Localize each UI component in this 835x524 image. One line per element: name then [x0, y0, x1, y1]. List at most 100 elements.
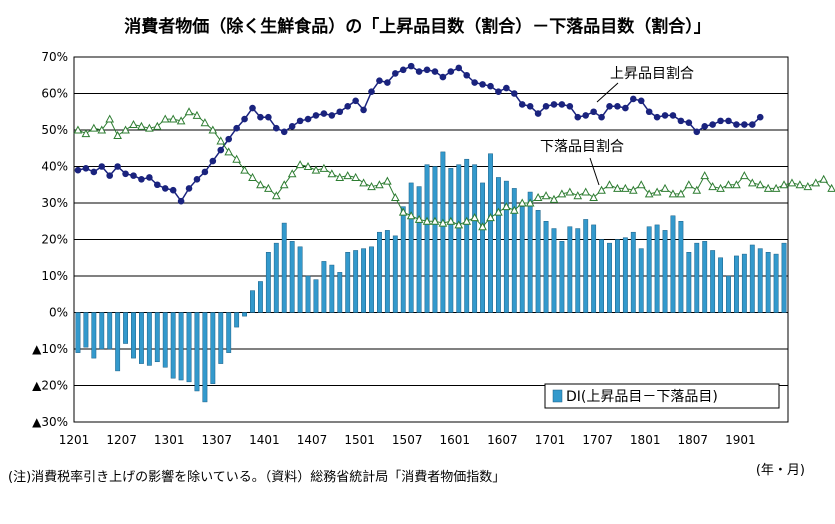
fall-point [811, 178, 821, 187]
di-bar [281, 222, 287, 313]
di-bar [400, 206, 406, 313]
fall-point [740, 171, 749, 180]
rise-point [582, 112, 589, 119]
di-bar [432, 166, 438, 313]
di-bar [250, 290, 255, 313]
x-tick-label: 1807 [678, 433, 709, 447]
di-bar [726, 275, 731, 313]
rise-point [439, 73, 447, 81]
y-tick-label: ▲30% [32, 415, 68, 429]
di-bar [305, 275, 311, 313]
fall-point [747, 178, 757, 187]
di-bar [773, 253, 779, 313]
rise-point [542, 102, 550, 110]
di-bar [575, 228, 581, 313]
fall-point [732, 180, 741, 189]
di-bar [519, 206, 525, 313]
rise-point [717, 117, 724, 125]
di-bar [734, 255, 739, 313]
fall-point [597, 185, 606, 194]
rise-point [209, 157, 217, 165]
fall-point [525, 198, 535, 207]
x-tick-label: 1207 [106, 433, 137, 447]
fall-point [224, 147, 234, 156]
rise-point [368, 88, 375, 95]
fall-point [660, 183, 670, 192]
fall-point [795, 180, 805, 189]
di-bar [186, 312, 192, 383]
y-tick-label: 0% [49, 306, 68, 320]
fall-point [137, 121, 146, 130]
fall-point [264, 183, 273, 192]
rise-point [241, 115, 248, 123]
rise-point [273, 124, 280, 132]
fall-point [271, 191, 281, 200]
y-tick-label: 60% [41, 87, 68, 101]
di-bar [615, 239, 620, 313]
rise-point [598, 113, 605, 121]
rise-point [415, 68, 423, 75]
fall-point [105, 114, 115, 123]
legend: DI(上昇品目－下落品目) [544, 383, 780, 409]
rise-point [161, 185, 169, 192]
rise-point [217, 146, 225, 154]
di-bar [384, 230, 390, 313]
fall-point [509, 205, 519, 214]
di-bar [567, 226, 573, 313]
x-tick-label: 1701 [535, 433, 566, 447]
rise-point [280, 128, 288, 136]
di-bar [551, 228, 557, 313]
x-tick-label: 1801 [630, 433, 661, 447]
fall-point [724, 180, 733, 189]
chart-title: 消費者物価（除く生鮮食品）の「上昇品目数（割合）－下落品目数（割合）」 [124, 17, 711, 37]
rise-point [138, 175, 145, 183]
rise-point [399, 66, 407, 74]
fall-point [398, 207, 408, 216]
fall-point [541, 191, 551, 200]
di-bar [313, 279, 319, 313]
di-bar [162, 312, 168, 368]
di-bar [440, 151, 446, 313]
fall-point [827, 183, 835, 192]
fall-point [335, 172, 345, 181]
legend-box [544, 383, 780, 409]
fall-point [367, 182, 376, 191]
fall-point [145, 123, 154, 132]
fall-point [819, 174, 829, 183]
x-tick-label: 1501 [344, 433, 375, 447]
di-bar [99, 312, 105, 350]
fall-point [430, 216, 440, 225]
rise-point [249, 104, 256, 112]
fall-point [121, 125, 130, 134]
di-bar [345, 252, 351, 313]
di-bar [630, 231, 636, 313]
rise-point [479, 81, 486, 88]
di-bar [686, 252, 692, 313]
fall-point [113, 130, 122, 139]
fall-point [208, 125, 218, 134]
legend-swatch [552, 389, 563, 403]
fall-point [676, 189, 686, 198]
fall-point [787, 178, 797, 187]
di-bar [599, 239, 604, 313]
fall-point [763, 183, 773, 192]
rise-point [296, 117, 304, 125]
di-bar [139, 312, 144, 364]
fall-point [502, 202, 511, 211]
rise-point [146, 174, 153, 181]
fall-point [557, 189, 567, 198]
rise-point [407, 62, 415, 70]
di-bar [496, 177, 501, 313]
fall-point [383, 176, 392, 185]
di-bar [369, 246, 374, 313]
x-tick-label: 1307 [202, 433, 233, 447]
fall-point [470, 213, 479, 222]
fall-point [644, 189, 654, 198]
rise-point [606, 102, 613, 110]
rise-point [154, 181, 161, 189]
x-tick-label: 1601 [440, 433, 471, 447]
rise-point [98, 163, 106, 170]
fall-point [89, 123, 99, 132]
fall-point [248, 172, 257, 181]
y-tick-label: ▲20% [32, 379, 68, 393]
